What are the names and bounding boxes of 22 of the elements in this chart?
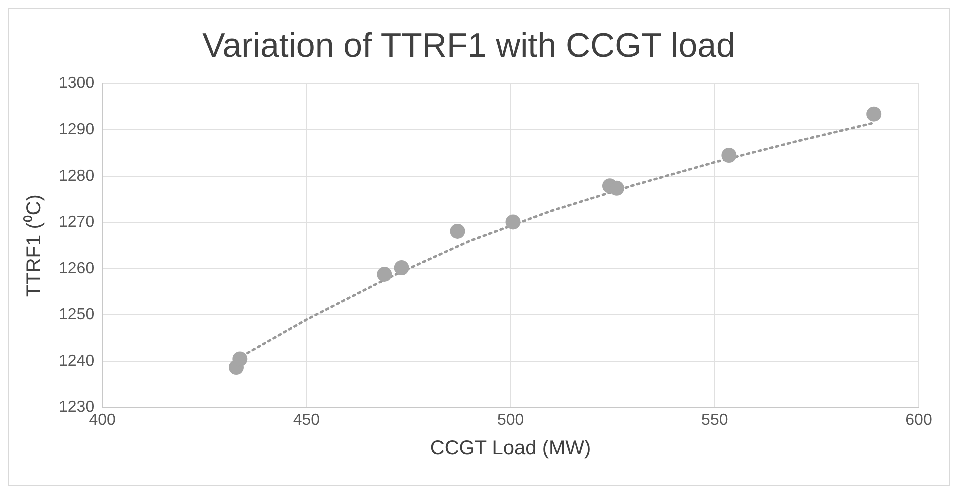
x-axis-title: CCGT Load (MW) <box>430 438 592 460</box>
y-tick-label: 1240 <box>59 352 95 370</box>
y-tick-label: 1300 <box>59 75 95 92</box>
x-tick-label: 550 <box>702 412 728 429</box>
y-tick-label: 1270 <box>59 214 95 232</box>
y-axis-title: TTRF1 (⁰C) <box>22 194 46 298</box>
x-tick-label: 400 <box>89 412 116 429</box>
x-tick-label: 450 <box>293 412 320 429</box>
point <box>394 260 410 276</box>
y-tick-label: 1250 <box>59 306 95 324</box>
y-tick-label: 1260 <box>59 260 95 278</box>
chart-title: Variation of TTRF1 with CCGT load <box>202 26 736 65</box>
x-tick-label: 600 <box>906 412 932 429</box>
y-tick-label: 1290 <box>59 121 95 138</box>
point <box>232 352 248 367</box>
point <box>866 106 882 122</box>
point <box>450 224 466 239</box>
point <box>506 214 521 230</box>
x-tick-label: 500 <box>497 412 524 429</box>
point <box>377 266 392 282</box>
point <box>722 148 737 164</box>
y-tick-label: 1280 <box>59 168 95 185</box>
